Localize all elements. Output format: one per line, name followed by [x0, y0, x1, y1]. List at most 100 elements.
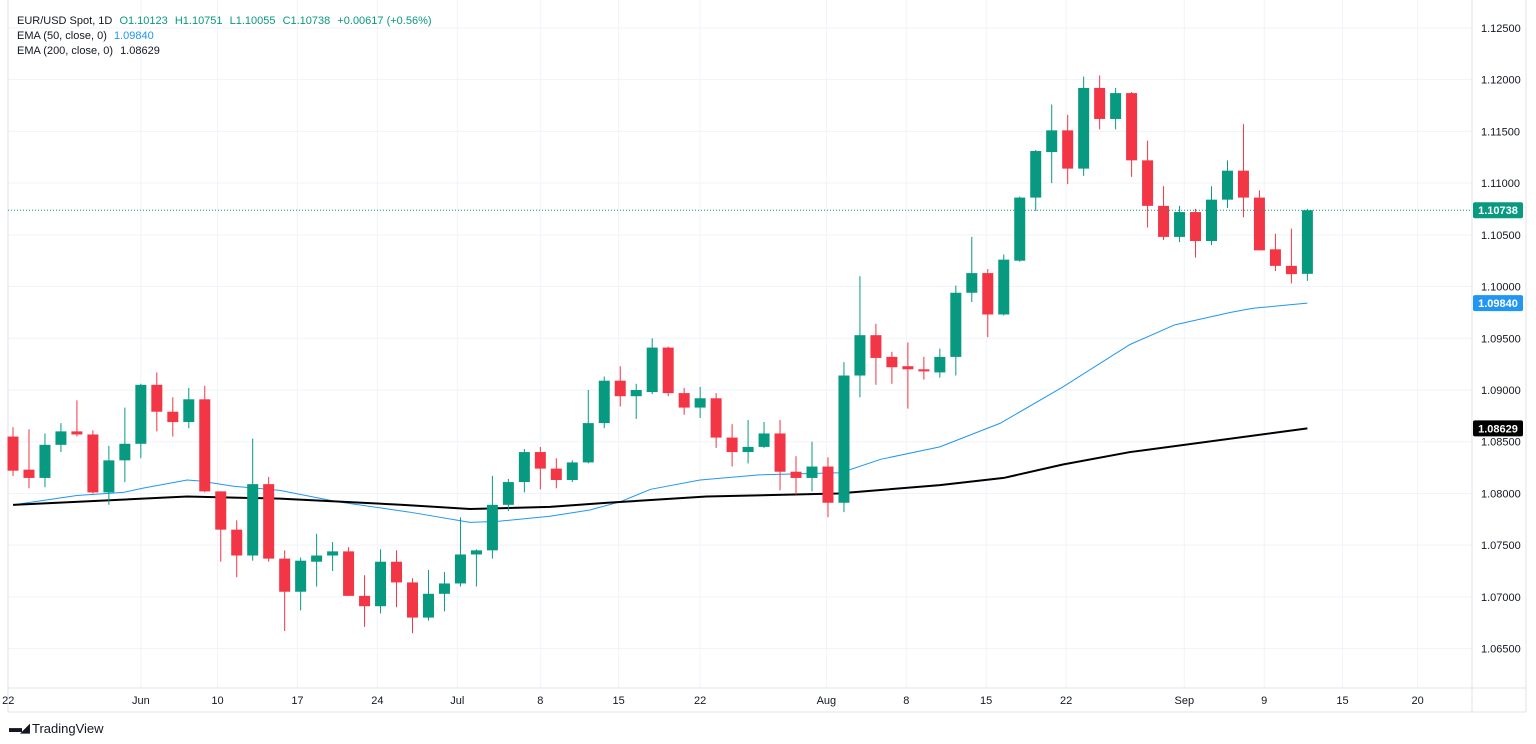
- candle-body-up: [758, 433, 770, 447]
- candle-body-up: [119, 443, 131, 461]
- y-tick-label: 1.10500: [1481, 230, 1521, 242]
- ema50-label: EMA (50, close, 0): [17, 30, 107, 42]
- x-tick-label: 10: [211, 695, 223, 707]
- candle-body-down: [726, 437, 738, 453]
- candle-body-up: [375, 561, 387, 607]
- candle-body-down: [71, 431, 83, 435]
- candle-body-up: [742, 446, 754, 453]
- candle-body-down: [774, 433, 786, 472]
- candle-body-up: [55, 431, 67, 445]
- ema50-line: [12, 302, 1308, 523]
- tradingview-brand[interactable]: ▬◢ TradingView: [9, 720, 104, 736]
- legend-low: L1.10055: [229, 15, 276, 27]
- candle-body-down: [918, 369, 930, 372]
- candle-body-down: [279, 558, 291, 592]
- candle-body-down: [870, 335, 882, 358]
- candle-body-up: [183, 399, 195, 423]
- y-tick-label: 1.12500: [1481, 23, 1521, 35]
- candle-body-up: [454, 554, 466, 584]
- y-tick-label: 1.07000: [1481, 592, 1521, 604]
- candle-body-down: [1190, 212, 1202, 242]
- y-tick-label: 1.09000: [1481, 385, 1521, 397]
- candle-body-down: [534, 452, 546, 469]
- candle-body-down: [263, 484, 275, 559]
- legend-change: +0.00617 (+0.56%): [337, 15, 432, 27]
- ema50-price-label: 1.09840: [1478, 298, 1518, 310]
- candle-body-down: [902, 366, 914, 370]
- candle-body-down: [1158, 205, 1170, 237]
- y-tick-label: 1.12000: [1481, 75, 1521, 87]
- candle-body-down: [710, 398, 722, 438]
- brand-name: TradingView: [32, 720, 104, 736]
- candle-body-down: [87, 434, 99, 493]
- legend-ema200[interactable]: EMA (200, close, 0) 1.08629: [17, 44, 436, 59]
- x-tick-label: 22: [694, 695, 706, 707]
- candle-body-up: [502, 482, 514, 505]
- candle-body-up: [950, 292, 962, 357]
- candle-body-up: [838, 375, 850, 503]
- candle-body-up: [598, 380, 610, 424]
- candle-body-up: [854, 335, 866, 376]
- candle-body-down: [23, 469, 35, 478]
- candle-body-down: [1269, 249, 1281, 266]
- ema200-value: 1.08629: [120, 45, 160, 57]
- candle-body-down: [391, 561, 403, 583]
- candle-body-up: [422, 593, 434, 618]
- last-price-label: 1.10738: [1478, 205, 1518, 217]
- y-tick-label: 1.11500: [1481, 126, 1520, 138]
- candle-body-up: [295, 560, 307, 592]
- candle-body-down: [199, 399, 211, 492]
- candle-body-up: [39, 444, 51, 478]
- x-tick-label: Sep: [1175, 695, 1195, 707]
- ema200-price-label-bg: [1473, 420, 1523, 437]
- x-tick-label: 15: [980, 695, 992, 707]
- x-tick-label: 24: [371, 695, 383, 707]
- candle-body-up: [1110, 93, 1122, 119]
- ema50-value: 1.09840: [113, 30, 154, 42]
- candle-body-up: [1046, 130, 1058, 153]
- x-tick-label: Jul: [450, 695, 464, 707]
- legend-main-series[interactable]: EUR/USD Spot, 1D O1.10123 H1.10751 L1.10…: [17, 14, 436, 29]
- y-tick-label: 1.11000: [1481, 178, 1520, 190]
- ema200-price-label: 1.08629: [1478, 423, 1518, 435]
- candle-body-up: [1014, 197, 1026, 261]
- candle-body-up: [694, 398, 706, 408]
- candle-body-up: [518, 452, 530, 483]
- candle-body-down: [1062, 130, 1074, 169]
- candle-body-down: [167, 411, 179, 423]
- x-tick-label: 15: [613, 695, 625, 707]
- candle-body-up: [486, 504, 498, 551]
- candle-body-up: [470, 550, 482, 555]
- y-tick-label: 1.08500: [1481, 437, 1521, 449]
- candle-body-up: [103, 460, 115, 493]
- x-tick-label: 22: [1060, 695, 1072, 707]
- legend-high: H1.10751: [174, 15, 223, 27]
- legend-symbol: EUR/USD Spot, 1D: [17, 15, 113, 27]
- candle-body-up: [247, 484, 259, 556]
- x-tick-label: 8: [903, 695, 909, 707]
- candle-body-down: [343, 551, 355, 596]
- tradingview-logo-icon: ▬◢: [9, 720, 30, 735]
- y-tick-label: 1.06500: [1481, 644, 1521, 656]
- y-tick-label: 1.08000: [1481, 488, 1521, 500]
- candle-body-down: [7, 436, 19, 471]
- candle-body-up: [327, 551, 339, 556]
- legend-close: C1.10738: [282, 15, 331, 27]
- y-tick-label: 1.09500: [1481, 333, 1521, 345]
- candle-body-down: [982, 273, 994, 315]
- candle-body-down: [1126, 93, 1138, 161]
- candle-body-up: [1078, 87, 1090, 169]
- x-tick-label: 17: [291, 695, 303, 707]
- ema200-line: [12, 427, 1308, 510]
- candle-body-down: [359, 595, 371, 607]
- legend-ema50[interactable]: EMA (50, close, 0) 1.09840: [17, 29, 436, 44]
- x-tick-label: Jun: [132, 695, 150, 707]
- last-price-label-bg: [1473, 202, 1523, 219]
- candle-body-up: [1301, 210, 1313, 274]
- candle-body-up: [135, 384, 147, 444]
- x-tick-label: Aug: [817, 695, 837, 707]
- candle-body-up: [311, 555, 323, 562]
- candle-body-down: [407, 582, 418, 618]
- chart-legend: EUR/USD Spot, 1D O1.10123 H1.10751 L1.10…: [17, 14, 436, 59]
